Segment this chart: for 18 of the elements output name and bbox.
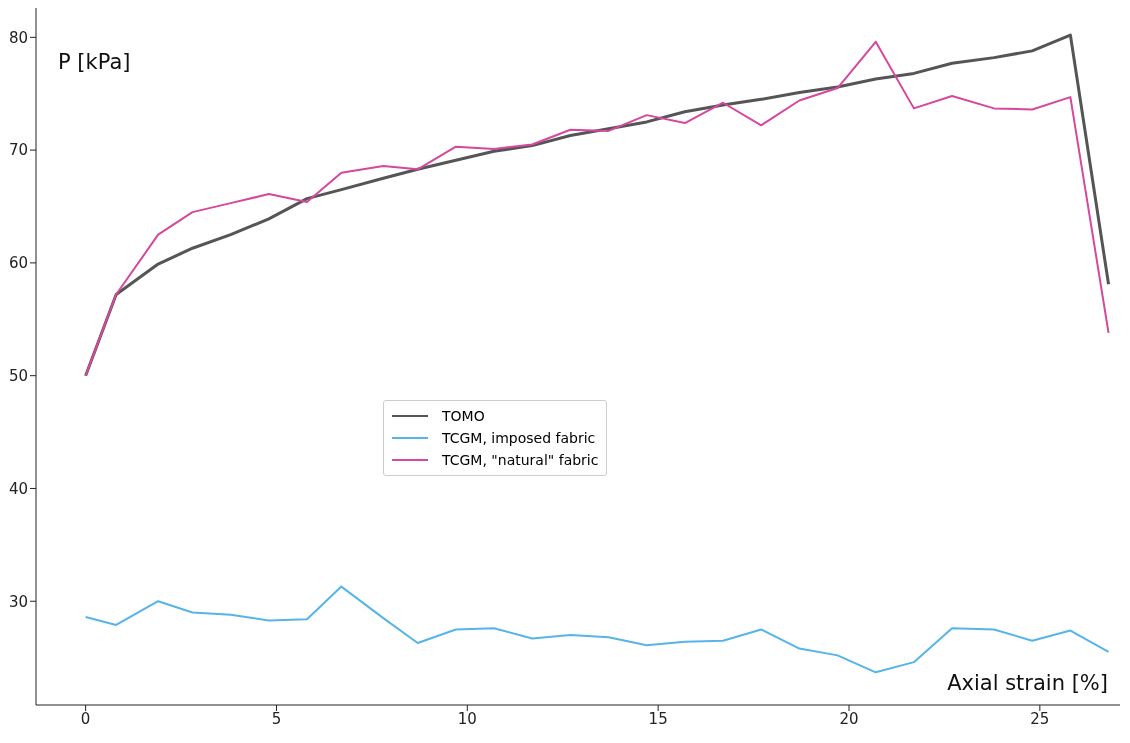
y-tick-label: 60	[8, 254, 28, 273]
y-tick-label: 40	[8, 479, 28, 498]
y-tick-label: 80	[8, 28, 28, 47]
y-axis-title: P [kPa]	[58, 50, 131, 74]
x-tick-label: 15	[648, 709, 668, 728]
x-tick-label: 5	[271, 709, 282, 728]
y-tick-label: 50	[8, 367, 28, 385]
legend-label: TCGM, "natural" fabric	[442, 452, 599, 468]
x-tick-label: 20	[839, 709, 859, 728]
x-tick-label: 25	[1030, 709, 1050, 728]
y-tick-label: 70	[8, 141, 28, 160]
x-axis-title: Axial strain [%]	[947, 671, 1108, 695]
line-series	[84, 585, 1110, 674]
legend-label: TOMO	[442, 408, 485, 424]
y-tick-label: 30	[8, 592, 28, 611]
legend-label: TCGM, imposed fabric	[442, 430, 596, 446]
x-tick-label: 10	[457, 709, 477, 728]
x-tick-label: 0	[80, 709, 91, 728]
